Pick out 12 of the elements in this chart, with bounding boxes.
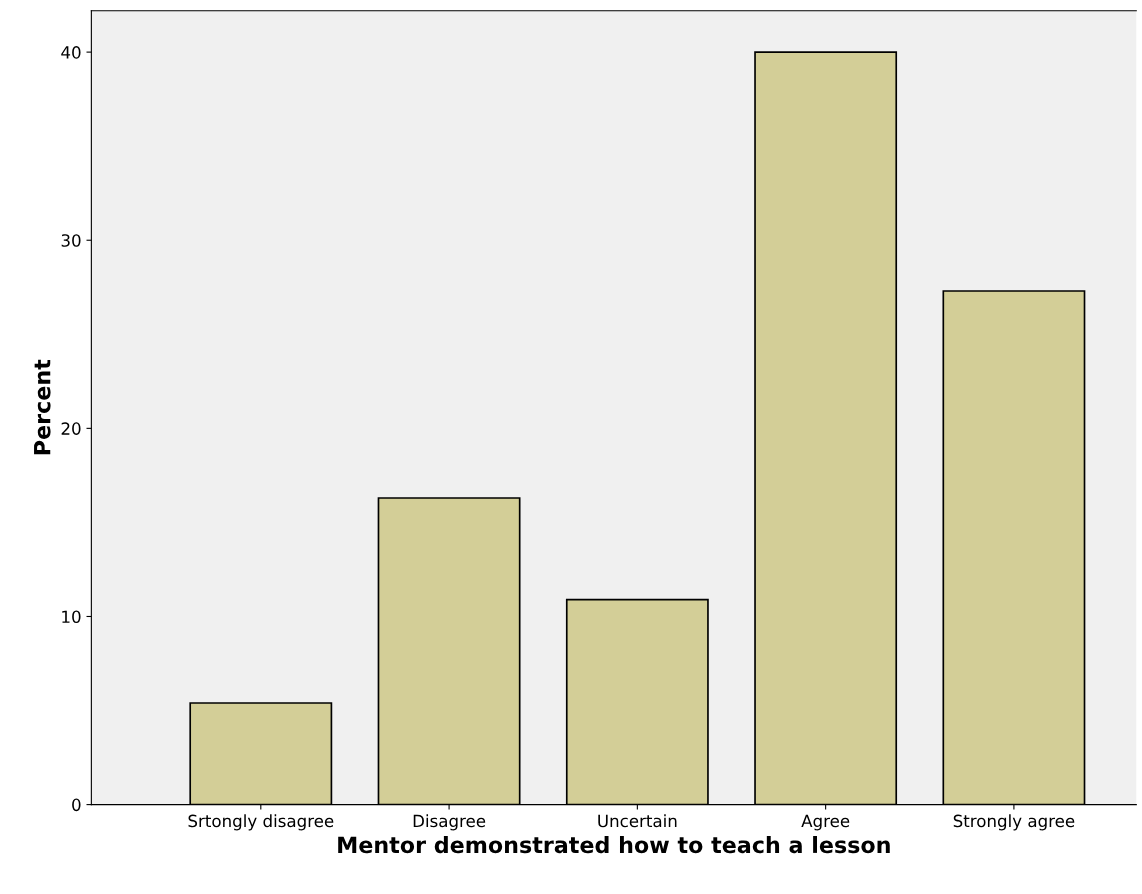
y-tick-label: 10 xyxy=(62,610,81,624)
x-tick-label: Agree xyxy=(801,814,850,831)
y-axis-title: Percent xyxy=(34,359,51,455)
y-tick-label: 40 xyxy=(61,46,81,59)
x-axis-title: Mentor demonstrated how to teach a lesson xyxy=(338,836,890,854)
y-tick-label: 0 xyxy=(72,798,81,812)
y-tick-label: 20 xyxy=(61,422,81,435)
x-tick-label: Disagree xyxy=(413,814,486,831)
x-tick-label: Uncertain xyxy=(598,814,677,828)
x-tick-label: Srtongly disagree xyxy=(188,814,334,831)
y-tick-label: 30 xyxy=(61,234,81,247)
x-tick-label: Strongly agree xyxy=(953,814,1075,831)
